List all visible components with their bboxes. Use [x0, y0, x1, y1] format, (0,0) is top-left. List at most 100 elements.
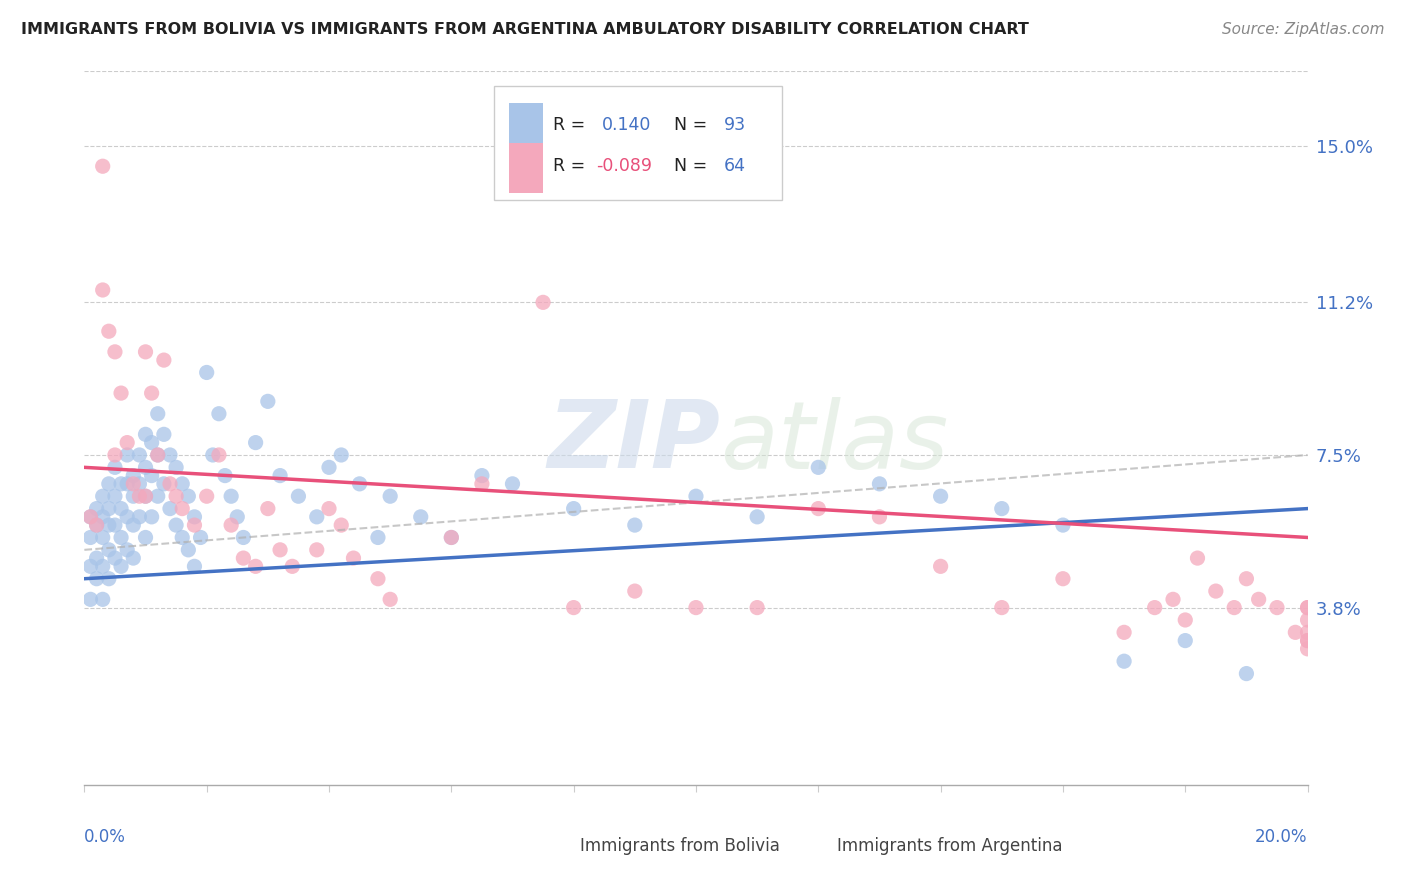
Point	[1296, 600, 1319, 615]
Point	[104, 551, 127, 566]
Point	[165, 489, 187, 503]
Point	[531, 295, 554, 310]
Point	[562, 600, 585, 615]
Point	[141, 386, 163, 401]
Point	[807, 501, 830, 516]
Point	[104, 460, 127, 475]
Point	[440, 531, 463, 545]
Point	[110, 476, 132, 491]
Point	[135, 344, 157, 359]
Point	[183, 559, 205, 574]
Point	[115, 509, 138, 524]
Point	[1296, 641, 1319, 656]
Point	[159, 448, 181, 462]
Point	[97, 324, 120, 338]
Text: -0.089: -0.089	[596, 157, 651, 175]
Point	[269, 468, 291, 483]
Point	[110, 386, 132, 401]
Point	[128, 476, 150, 491]
Point	[128, 448, 150, 462]
Point	[1143, 600, 1166, 615]
Text: 93: 93	[724, 116, 747, 134]
Text: ZIP: ZIP	[547, 396, 720, 489]
Point	[146, 448, 169, 462]
Point	[685, 600, 707, 615]
Point	[135, 460, 157, 475]
Bar	[537, 835, 574, 858]
Point	[1223, 600, 1246, 615]
Point	[115, 476, 138, 491]
Point	[471, 468, 494, 483]
Point	[226, 509, 249, 524]
Point	[122, 551, 145, 566]
Point	[318, 501, 340, 516]
Point	[624, 518, 647, 533]
Point	[86, 572, 108, 586]
Point	[330, 518, 353, 533]
Point	[172, 531, 194, 545]
Text: R =: R =	[553, 116, 596, 134]
Point	[1284, 625, 1306, 640]
Point	[1114, 654, 1136, 668]
Point	[440, 531, 463, 545]
Point	[115, 542, 138, 557]
Point	[257, 394, 280, 409]
Point	[1174, 613, 1197, 627]
Bar	[509, 103, 543, 153]
Point	[135, 489, 157, 503]
Point	[305, 509, 328, 524]
Point	[269, 542, 291, 557]
Point	[122, 518, 145, 533]
Point	[1052, 518, 1074, 533]
Point	[91, 283, 114, 297]
Point	[929, 489, 952, 503]
Point	[214, 468, 236, 483]
Point	[86, 518, 108, 533]
Text: Immigrants from Argentina: Immigrants from Argentina	[837, 838, 1062, 855]
Point	[79, 531, 101, 545]
Point	[380, 489, 402, 503]
Text: Immigrants from Bolivia: Immigrants from Bolivia	[579, 838, 780, 855]
Point	[86, 501, 108, 516]
Point	[122, 476, 145, 491]
Point	[232, 551, 254, 566]
Point	[471, 476, 494, 491]
Point	[232, 531, 254, 545]
Point	[153, 353, 176, 368]
Point	[1114, 625, 1136, 640]
Point	[104, 518, 127, 533]
Point	[624, 584, 647, 599]
Point	[141, 435, 163, 450]
Point	[153, 427, 176, 442]
Point	[183, 509, 205, 524]
Point	[79, 509, 101, 524]
Point	[97, 572, 120, 586]
Text: atlas: atlas	[720, 397, 949, 488]
Point	[190, 531, 212, 545]
Point	[1205, 584, 1227, 599]
Point	[201, 448, 224, 462]
Point	[97, 501, 120, 516]
Text: 0.140: 0.140	[602, 116, 651, 134]
Point	[245, 559, 267, 574]
Point	[1052, 572, 1074, 586]
Point	[991, 600, 1014, 615]
Point	[135, 531, 157, 545]
Point	[685, 489, 707, 503]
Point	[1296, 600, 1319, 615]
Point	[929, 559, 952, 574]
Point	[195, 489, 218, 503]
Point	[991, 501, 1014, 516]
Point	[97, 476, 120, 491]
Text: Source: ZipAtlas.com: Source: ZipAtlas.com	[1222, 22, 1385, 37]
Point	[135, 489, 157, 503]
Point	[91, 592, 114, 607]
Point	[79, 592, 101, 607]
Point	[257, 501, 280, 516]
Point	[1187, 551, 1209, 566]
Point	[146, 489, 169, 503]
Point	[165, 460, 187, 475]
Point	[747, 600, 769, 615]
Point	[1161, 592, 1184, 607]
Point	[219, 518, 242, 533]
